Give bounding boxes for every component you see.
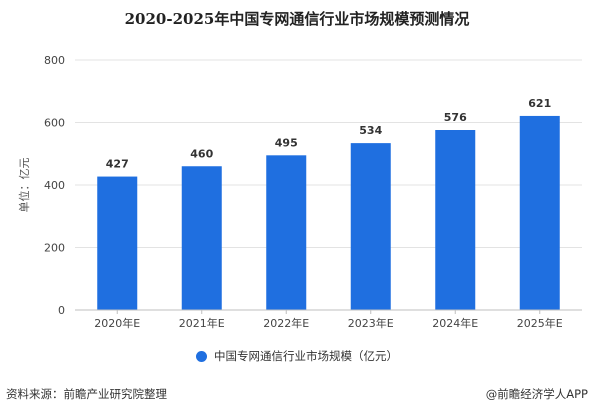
- gridlines: [75, 59, 582, 248]
- bar-value-label: 534: [359, 124, 382, 137]
- chart-title: 2020-2025年中国专网通信行业市场规模预测情况: [124, 10, 470, 28]
- value-labels: 427 460 495 534 576 621: [106, 97, 551, 171]
- legend-swatch: [196, 350, 207, 362]
- x-axis-ticks: 2020年E 2021年E 2022年E 2023年E 2024年E 2025年E: [94, 310, 563, 330]
- bar-value-label: 495: [275, 136, 298, 149]
- x-tick-label: 2022年E: [263, 316, 309, 330]
- x-tick-label: 2020年E: [94, 316, 140, 330]
- brand-note: @前瞻经济学人APP: [485, 387, 588, 401]
- bars: [97, 115, 560, 310]
- source-note: 资料来源：前瞻产业研究院整理: [6, 387, 167, 401]
- bar-value-label: 576: [444, 111, 467, 124]
- bar: [350, 143, 391, 310]
- x-tick-label: 2025年E: [517, 316, 563, 330]
- bar-value-label: 460: [190, 147, 213, 160]
- bar: [266, 155, 307, 310]
- y-tick-label: 0: [58, 304, 65, 317]
- y-tick-label: 800: [44, 54, 65, 67]
- y-axis-label: 单位：亿元: [17, 158, 31, 213]
- bar: [181, 166, 222, 310]
- legend-label: 中国专网通信行业市场规模（亿元）: [214, 349, 398, 363]
- y-tick-label: 600: [44, 117, 65, 130]
- y-axis-ticks: 0 200 400 600 800: [44, 54, 65, 317]
- x-tick-label: 2023年E: [348, 316, 394, 330]
- x-tick-label: 2024年E: [432, 316, 478, 330]
- bar: [519, 115, 560, 310]
- bar: [97, 176, 138, 310]
- y-tick-label: 400: [44, 179, 65, 192]
- bar: [435, 130, 476, 310]
- legend: 中国专网通信行业市场规模（亿元）: [0, 348, 594, 364]
- bar-value-label: 427: [106, 158, 129, 171]
- y-tick-label: 200: [44, 242, 65, 255]
- x-tick-label: 2021年E: [179, 316, 225, 330]
- bar-value-label: 621: [528, 97, 551, 110]
